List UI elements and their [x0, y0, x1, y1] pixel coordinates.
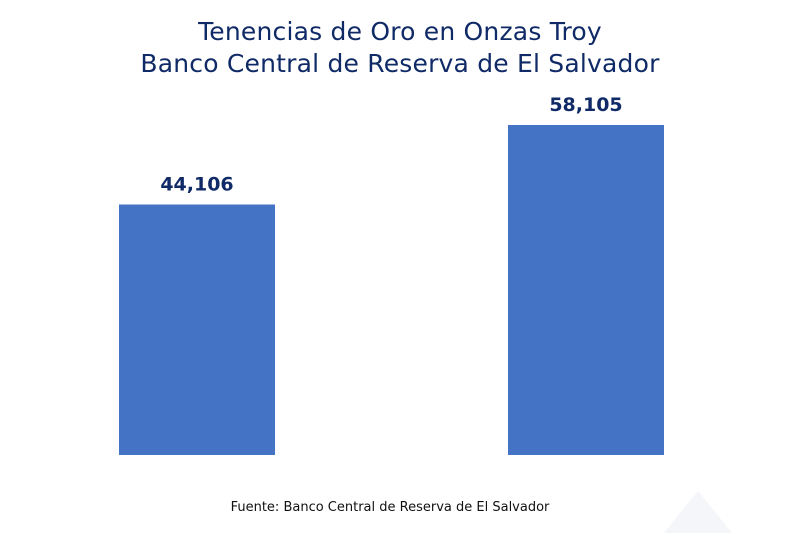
bar-value-label-1: 44,106 — [160, 174, 233, 196]
bar-1 — [119, 204, 275, 455]
chart-title-line-2: Banco Central de Reserva de El Salvador — [140, 49, 660, 78]
watermark-shape — [664, 491, 732, 533]
bar-value-label-2: 58,105 — [549, 94, 622, 116]
source-note: Fuente: Banco Central de Reserva de El S… — [230, 500, 550, 515]
chart-title-line-1: Tenencias de Oro en Onzas Troy — [198, 17, 602, 46]
bar-2 — [508, 125, 664, 455]
